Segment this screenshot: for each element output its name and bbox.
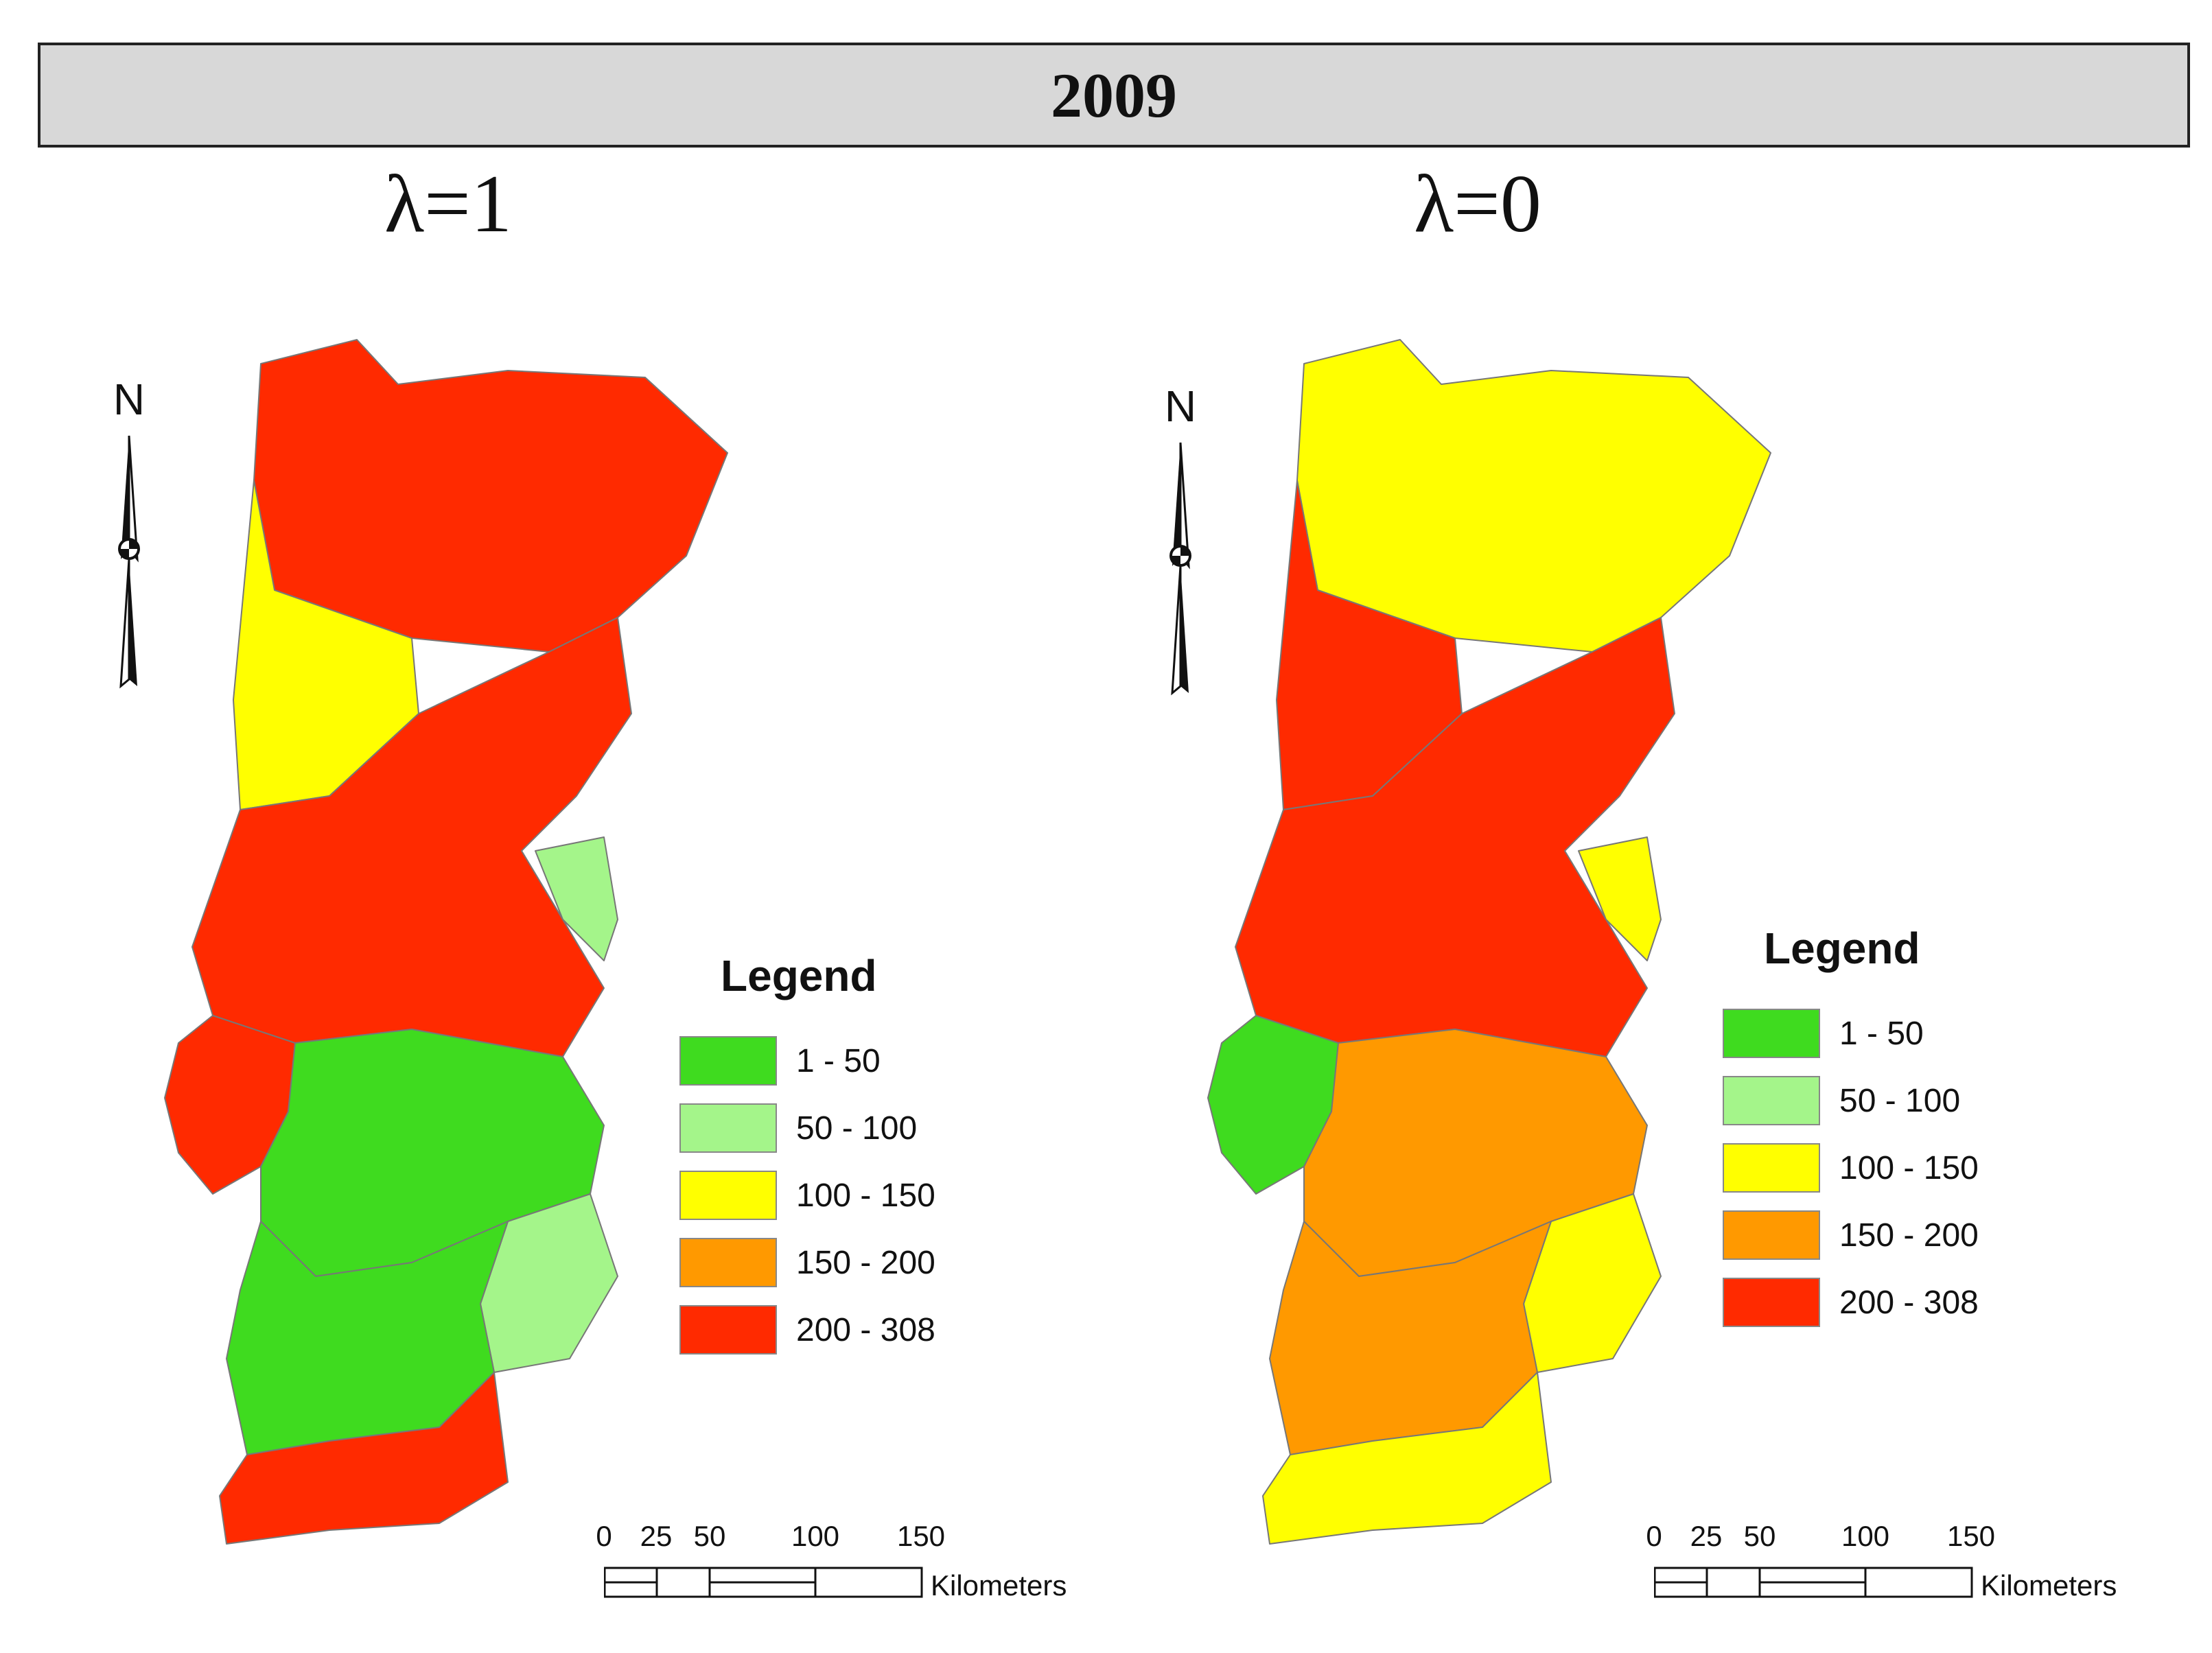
legend-label: 100 - 150 <box>796 1177 935 1214</box>
region-algarve <box>219 1372 509 1545</box>
legend-row: 150 - 200 <box>679 1229 935 1296</box>
scale-tick-label: 150 <box>896 1520 946 1552</box>
scalebar-graphic <box>1654 1567 1973 1598</box>
legend-row: 200 - 308 <box>1723 1269 1979 1336</box>
legend-left: Legend 1 - 50 50 - 100 100 - 150 150 - 2… <box>679 950 935 1363</box>
legend-label: 1 - 50 <box>1839 1015 1924 1052</box>
legend-row: 50 - 100 <box>679 1094 935 1162</box>
legend-label: 150 - 200 <box>796 1244 935 1281</box>
legend-swatch <box>1723 1009 1820 1058</box>
legend-swatch <box>1723 1210 1820 1260</box>
scale-unit-label: Kilometers <box>931 1569 1067 1602</box>
legend-right: Legend 1 - 50 50 - 100 100 - 150 150 - 2… <box>1723 923 1979 1336</box>
region-east-center <box>535 836 618 961</box>
legend-swatch <box>679 1305 777 1355</box>
legend-row: 100 - 150 <box>1723 1134 1979 1201</box>
region-north <box>1296 339 1771 653</box>
scale-tick-label: 100 <box>791 1520 840 1552</box>
legend-row: 150 - 200 <box>1723 1201 1979 1269</box>
scale-unit-label: Kilometers <box>1981 1569 2117 1602</box>
scale-tick-label: 50 <box>1743 1520 1776 1552</box>
map-left <box>164 339 728 1545</box>
legend-swatch <box>1723 1278 1820 1327</box>
scale-tick-label: 50 <box>693 1520 726 1552</box>
region-north <box>253 339 728 653</box>
legend-label: 1 - 50 <box>796 1042 881 1079</box>
map-title: 2009 <box>1051 60 1177 130</box>
legend-row: 50 - 100 <box>1723 1067 1979 1134</box>
north-label: N <box>113 375 145 424</box>
legend-row: 1 - 50 <box>679 1027 935 1094</box>
map-right <box>1207 339 1771 1545</box>
legend-swatch <box>1723 1143 1820 1193</box>
scale-tick-label: 100 <box>1841 1520 1890 1552</box>
scalebar-right: 0 25 50 100 150 Kilometers <box>1646 1520 2128 1602</box>
legend-label: 200 - 308 <box>796 1311 935 1348</box>
legend-row: 1 - 50 <box>1723 1000 1979 1067</box>
legend-swatch <box>679 1171 777 1220</box>
north-arrow-icon <box>118 435 140 689</box>
legend-swatch <box>679 1103 777 1153</box>
scalebar-left: 0 25 50 100 150 Kilometers <box>596 1520 1078 1602</box>
legend-title: Legend <box>1764 924 1920 973</box>
legend-label: 150 - 200 <box>1839 1217 1979 1254</box>
scale-tick-label: 150 <box>1946 1520 1996 1552</box>
scalebar-graphic <box>604 1567 923 1598</box>
legend-title: Legend <box>721 951 877 1000</box>
legend-label: 200 - 308 <box>1839 1284 1979 1321</box>
north-label: N <box>1164 382 1197 431</box>
north-arrow-right: N <box>1153 381 1208 703</box>
scale-tick-label: 0 <box>596 1520 612 1552</box>
legend-row: 200 - 308 <box>679 1296 935 1363</box>
legend-swatch <box>1723 1076 1820 1125</box>
legend-swatch <box>679 1036 777 1086</box>
north-arrow-left: N <box>102 374 156 696</box>
panel-label-right: λ=0 <box>1414 158 1541 249</box>
legend-row: 100 - 150 <box>679 1162 935 1229</box>
scale-tick-label: 25 <box>640 1520 673 1552</box>
scale-tick-label: 25 <box>1690 1520 1723 1552</box>
region-east-center <box>1578 836 1662 961</box>
legend-swatch <box>679 1238 777 1287</box>
scale-tick-label: 0 <box>1646 1520 1662 1552</box>
region-algarve <box>1262 1372 1552 1545</box>
legend-label: 50 - 100 <box>1839 1082 1961 1119</box>
title-bar: 2009 <box>38 43 2190 148</box>
panel-label-left: λ=1 <box>384 158 512 249</box>
legend-label: 100 - 150 <box>1839 1149 1979 1186</box>
legend-label: 50 - 100 <box>796 1110 918 1147</box>
north-arrow-icon <box>1169 442 1191 696</box>
